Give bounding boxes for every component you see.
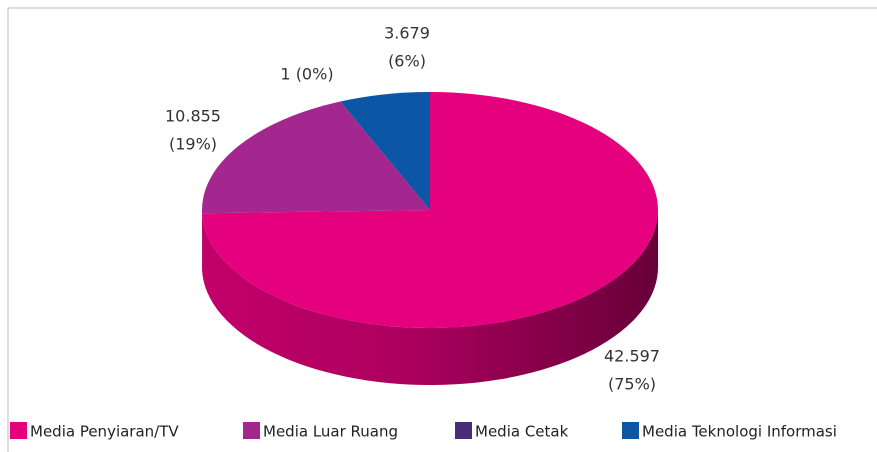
data-label: (75%) (608, 375, 656, 394)
data-label: 3.679 (384, 24, 430, 43)
legend-label: Media Cetak (475, 423, 569, 441)
legend-label: Media Teknologi Informasi (642, 423, 837, 441)
slice (202, 92, 658, 328)
data-label: 10.855 (165, 107, 221, 126)
legend-swatch (243, 422, 260, 439)
legend-swatch (455, 422, 472, 439)
data-label: 42.597 (604, 347, 660, 366)
data-label: (19%) (169, 135, 217, 154)
slice (340, 92, 430, 210)
legend-label: Media Luar Ruang (263, 423, 398, 441)
legend-swatch (622, 422, 639, 439)
slice (202, 101, 430, 214)
legend-label: Media Penyiaran/TV (30, 423, 179, 441)
data-label: (6%) (388, 52, 426, 71)
slice-side-shade (202, 210, 658, 385)
legend-swatch (10, 422, 27, 439)
slice (340, 101, 430, 210)
data-label: 1 (0%) (280, 65, 333, 84)
